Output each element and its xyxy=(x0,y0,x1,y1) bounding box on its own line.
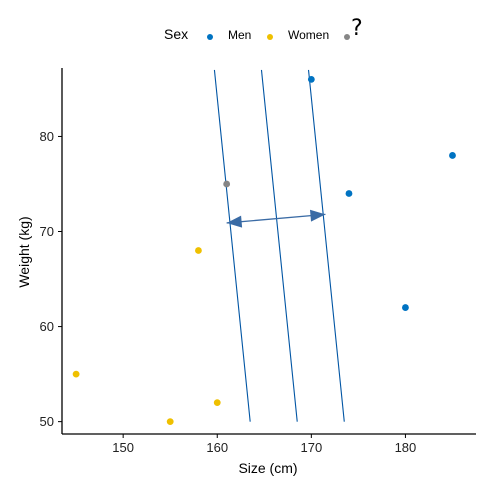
data-point xyxy=(166,418,174,426)
arrow-head-left xyxy=(226,215,243,228)
data-point xyxy=(307,76,315,83)
boundary-line xyxy=(260,69,298,422)
axes: 150 160 170 180 50 60 70 80 Size (cm) Weight (… xyxy=(16,68,476,476)
legend-dot-women xyxy=(267,34,273,40)
y-axis-label: Weight (kg) xyxy=(16,216,32,287)
data-point xyxy=(213,399,221,407)
data-point xyxy=(449,152,456,159)
x-tick-label: 150 xyxy=(112,440,134,455)
y-ticks: 50 60 70 80 xyxy=(40,129,62,429)
margin-arrow-shaft xyxy=(226,213,326,224)
x-tick-label: 180 xyxy=(395,440,417,455)
legend-label-women: Women xyxy=(288,28,330,42)
data-point xyxy=(72,370,80,378)
legend-label-men: Men xyxy=(228,28,252,42)
data-point xyxy=(223,180,231,188)
boundary-line xyxy=(213,69,251,422)
arrow-head-right xyxy=(309,209,326,222)
legend-dot-unknown xyxy=(344,34,350,40)
legend: Sex Men Women ? xyxy=(0,16,500,48)
y-tick-label: 70 xyxy=(40,224,54,239)
y-tick-label: 60 xyxy=(40,319,54,334)
data-points xyxy=(72,76,456,426)
y-tick-label: 80 xyxy=(40,129,54,144)
legend-dot-men xyxy=(207,34,213,40)
annotation-layer xyxy=(213,69,345,422)
x-axis-label: Size (cm) xyxy=(238,460,297,476)
legend-title: Sex xyxy=(164,26,189,42)
y-tick-label: 50 xyxy=(40,414,54,429)
data-point xyxy=(195,247,202,254)
x-ticks: 150 160 170 180 xyxy=(112,434,416,455)
boundary-line xyxy=(307,69,345,422)
data-point xyxy=(402,304,409,311)
x-tick-label: 170 xyxy=(300,440,322,455)
data-point xyxy=(345,190,353,197)
legend-question-mark: ? xyxy=(351,16,363,41)
x-tick-label: 160 xyxy=(206,440,228,455)
